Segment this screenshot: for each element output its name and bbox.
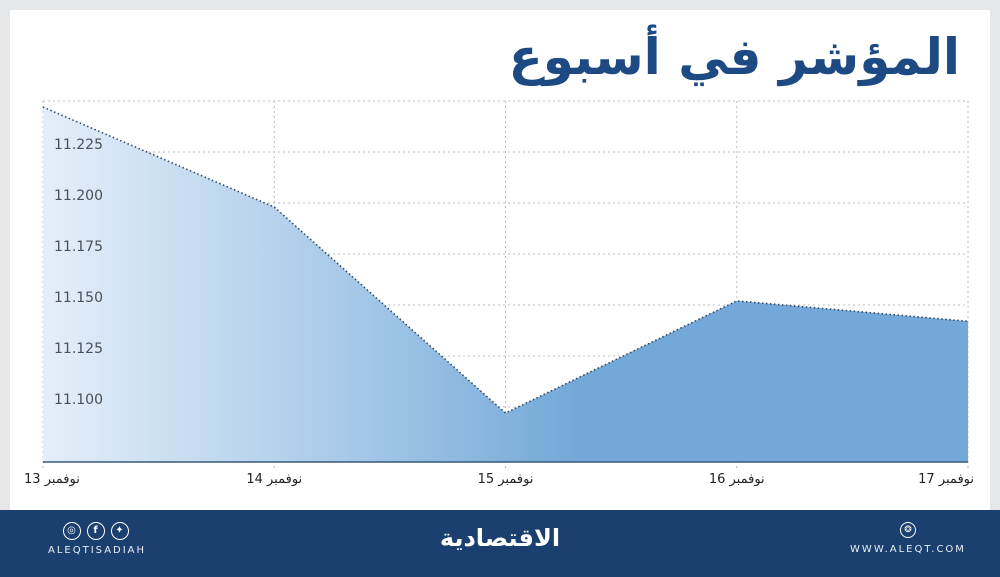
instagram-icon[interactable]: ◎ bbox=[62, 522, 81, 540]
globe-icon: ❂ bbox=[900, 522, 916, 538]
brand-logo: الاقتصادية bbox=[439, 524, 561, 552]
twitter-icon[interactable]: ✦ bbox=[110, 522, 129, 540]
x-axis-labels: 13 نوفمبر 14 نوفمبر 15 نوفمبر 16 نوفمبر 17 ن… bbox=[24, 472, 974, 487]
x-tick-label: 14 نوفمبر bbox=[246, 472, 302, 487]
y-tick-label: 11.125 bbox=[54, 341, 103, 357]
y-tick-label: 11.175 bbox=[54, 239, 103, 255]
footer-bar: ◎ f ✦ ALEQTISADIAH الاقتصادية ❂ WWW.ALEQ… bbox=[0, 510, 1000, 577]
area-series bbox=[43, 107, 968, 462]
website-link[interactable]: WWW.ALEQT.COM bbox=[850, 544, 966, 555]
social-block: ◎ f ✦ ALEQTISADIAH bbox=[48, 522, 147, 556]
area-chart: 11.225 11.200 11.175 11.150 11.125 11.100 13 … bbox=[24, 100, 974, 487]
x-tick-label: 13 نوفمبر bbox=[24, 472, 80, 487]
y-tick-label: 11.150 bbox=[54, 290, 103, 306]
facebook-icon[interactable]: f bbox=[86, 522, 105, 540]
page-title: المؤشر في أسبوع bbox=[508, 28, 961, 86]
x-tick-label: 17 نوفمبر bbox=[918, 472, 974, 487]
line-series bbox=[42, 106, 969, 415]
x-tick-label: 15 نوفمبر bbox=[478, 472, 534, 487]
y-tick-label: 11.100 bbox=[54, 392, 103, 408]
y-tick-label: 11.200 bbox=[54, 188, 103, 204]
social-handle[interactable]: ALEQTISADIAH bbox=[48, 545, 147, 556]
y-axis-labels: 11.225 11.200 11.175 11.150 11.125 11.100 bbox=[54, 137, 103, 408]
y-tick-label: 11.225 bbox=[54, 137, 103, 153]
website-block: ❂ WWW.ALEQT.COM bbox=[848, 522, 968, 555]
x-tick-label: 16 نوفمبر bbox=[709, 472, 765, 487]
